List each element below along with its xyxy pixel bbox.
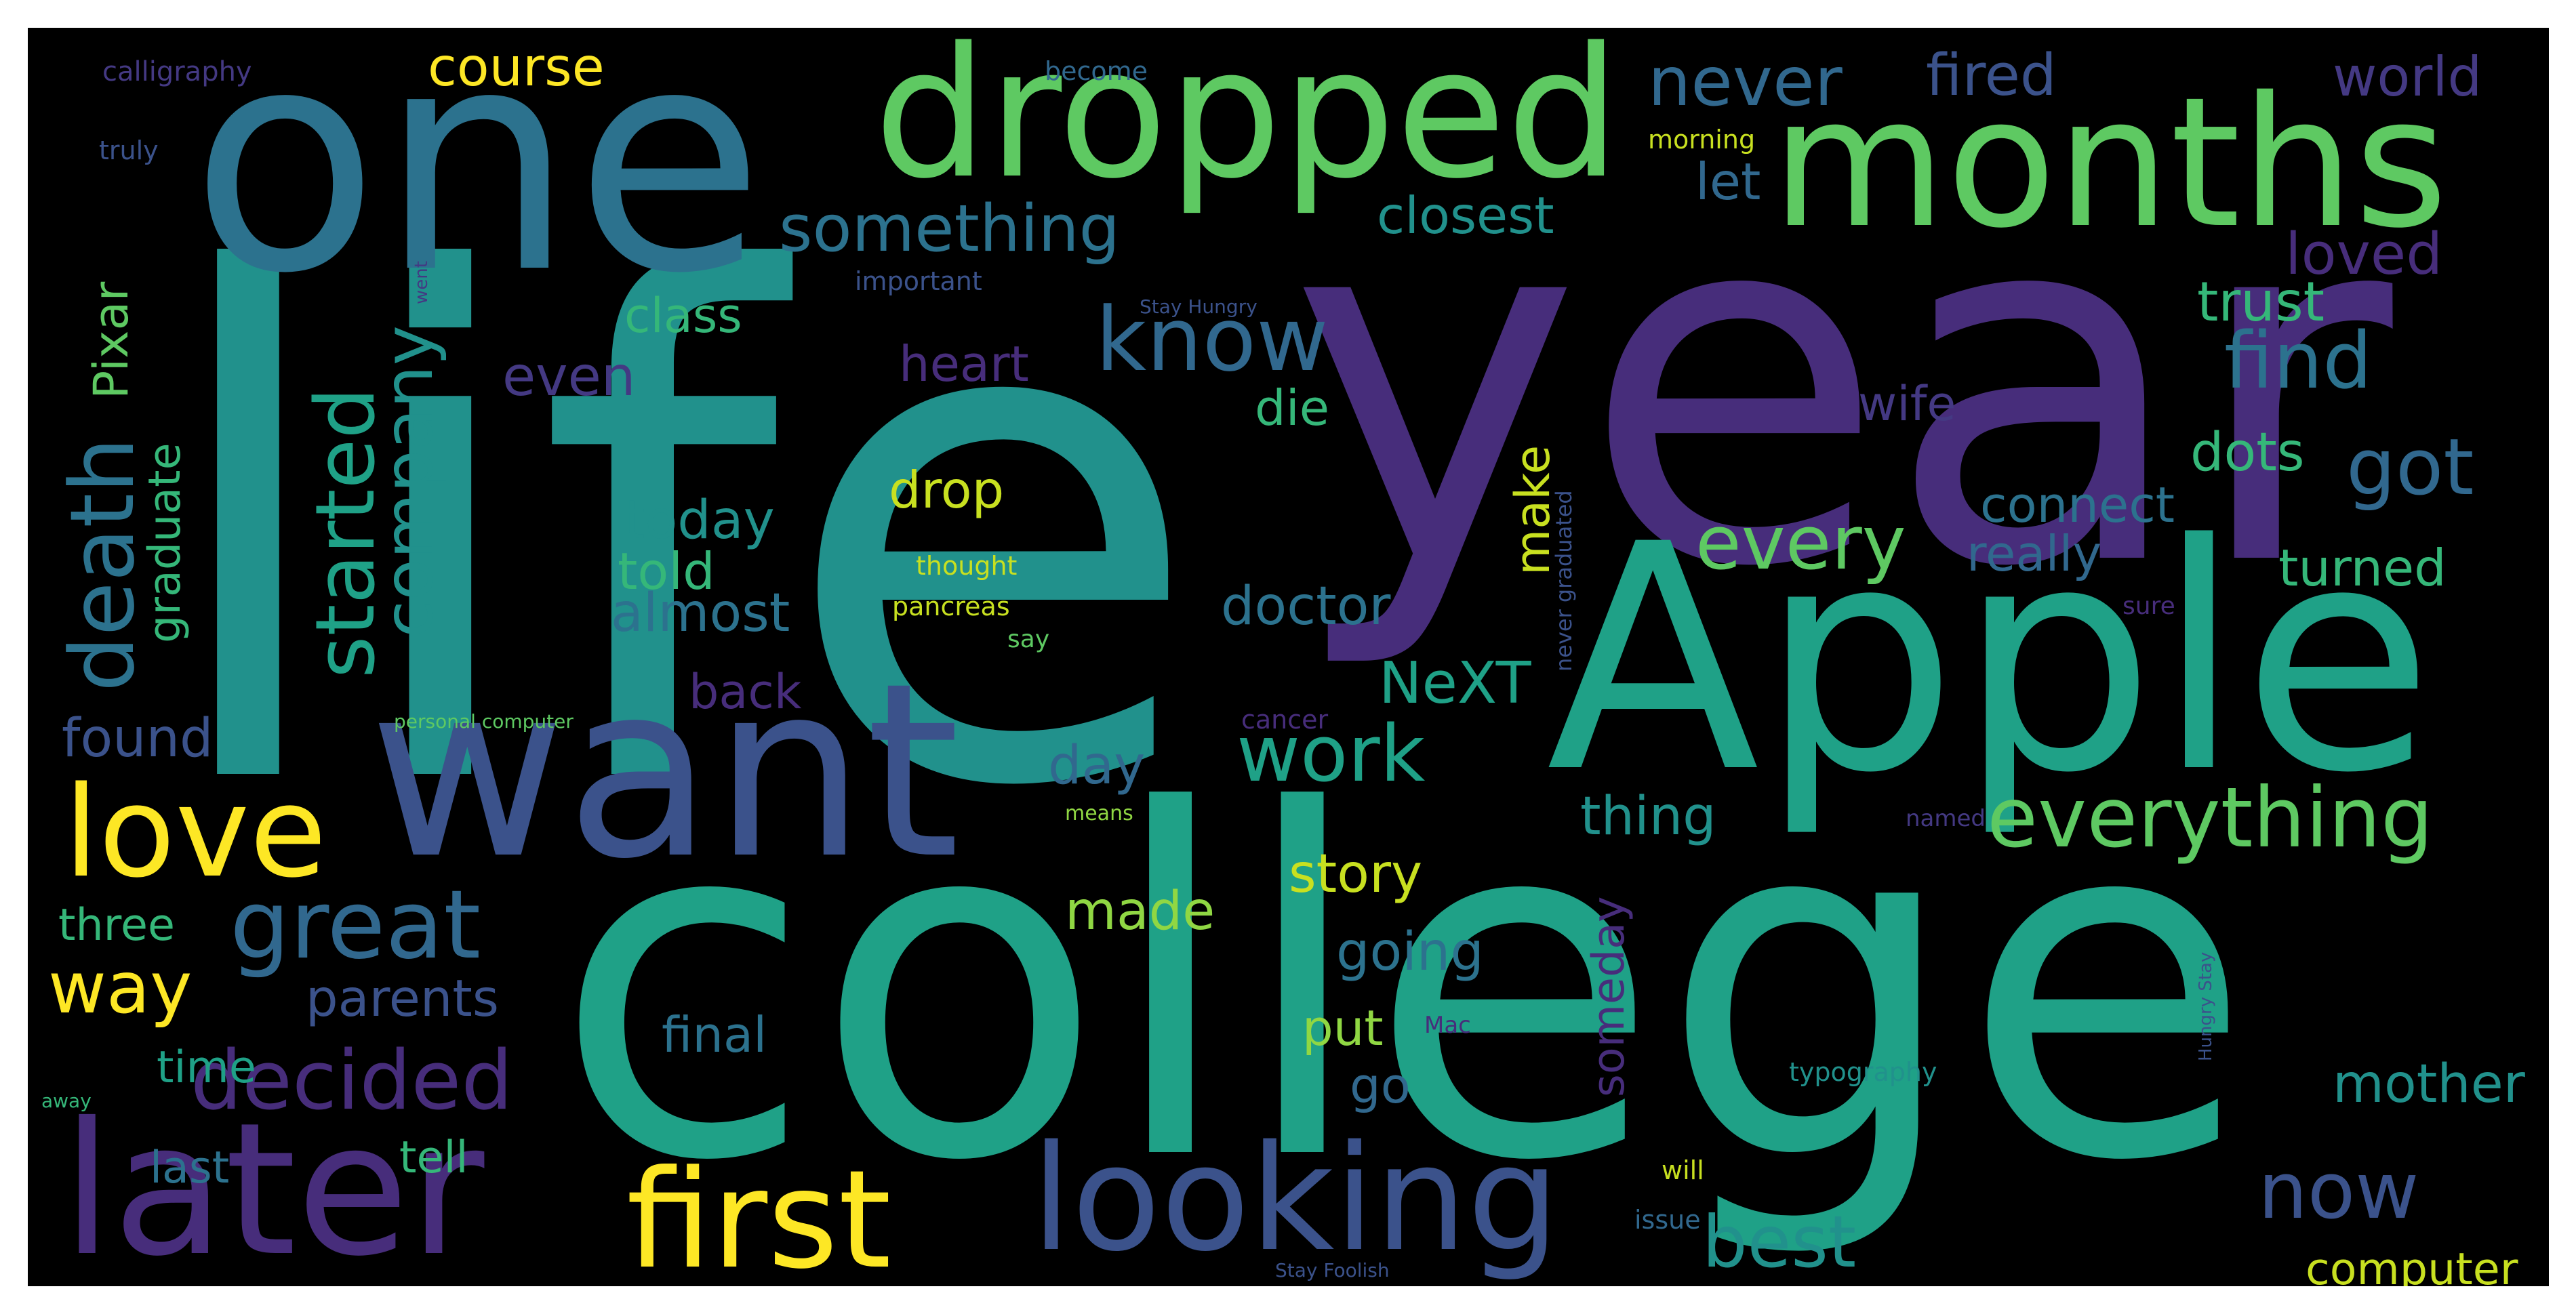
word-someday: someday: [1584, 896, 1634, 1098]
word-found: found: [62, 708, 214, 769]
word-important: important: [855, 266, 982, 296]
word-three: three: [58, 900, 175, 951]
word-everything: everything: [1987, 770, 2434, 866]
word-stay-foolish: Stay Foolish: [1275, 1259, 1390, 1281]
word-go: go: [1350, 1057, 1411, 1114]
word-today: today: [624, 490, 775, 551]
word-time: time: [157, 1042, 256, 1093]
word-tell: tell: [399, 1132, 468, 1183]
word-company: company: [369, 325, 448, 638]
word-first: first: [626, 1141, 891, 1287]
word-world: world: [2333, 45, 2482, 108]
word-find: find: [2224, 316, 2373, 407]
word-college: college: [553, 712, 2253, 1265]
word-now: now: [2258, 1146, 2419, 1237]
word-final: final: [662, 1006, 767, 1063]
word-last: last: [150, 1143, 230, 1193]
word-dots: dots: [2190, 422, 2305, 483]
word-great: great: [230, 870, 481, 981]
word-turned: turned: [2278, 538, 2447, 598]
word-later: later: [62, 1083, 485, 1286]
word-day: day: [1048, 735, 1146, 796]
word-die: die: [1255, 379, 1330, 436]
word-got: got: [2346, 422, 2474, 513]
word-really: really: [1967, 525, 2102, 582]
word-let: let: [1695, 152, 1761, 211]
word-made: made: [1065, 881, 1215, 942]
word-mac: Mac: [1424, 1012, 1471, 1039]
word-class: class: [624, 288, 742, 344]
word-morning: morning: [1648, 125, 1756, 155]
word-personal-computer: personal computer: [394, 710, 573, 733]
word-stay-hungry: Stay Hungry: [1140, 295, 1257, 318]
word-away: away: [41, 1090, 92, 1112]
word-hungry-stay: Hungry Stay: [2196, 951, 2216, 1061]
word-one: one: [190, 28, 765, 341]
word-wife: wife: [1858, 376, 1956, 432]
word-next: NeXT: [1379, 650, 1531, 717]
word-say: say: [1007, 625, 1050, 653]
word-cloud: life year college one Apple want dropped…: [28, 28, 2549, 1286]
word-story: story: [1289, 844, 1423, 905]
word-told: told: [618, 541, 715, 601]
word-truly: truly: [99, 136, 159, 165]
word-pancreas: pancreas: [892, 592, 1010, 621]
word-named: named: [1906, 805, 1986, 832]
word-dropped: dropped: [874, 28, 1621, 218]
word-course: course: [428, 37, 605, 98]
word-almost: almost: [611, 583, 790, 644]
word-thing: thing: [1580, 786, 1716, 847]
word-never-graduated: never graduated: [1551, 490, 1577, 672]
word-sure: sure: [2122, 592, 2175, 620]
word-apple: Apple: [1546, 478, 2434, 841]
word-even: even: [502, 345, 636, 408]
word-looking: looking: [1031, 1113, 1560, 1284]
word-work: work: [1236, 709, 1426, 800]
word-typography: typography: [1789, 1057, 1937, 1087]
word-cancer: cancer: [1241, 705, 1329, 735]
word-every: every: [1695, 499, 1906, 586]
word-parents: parents: [306, 968, 499, 1028]
word-decided: decided: [190, 1034, 513, 1128]
word-means: means: [1065, 802, 1133, 825]
word-year: year: [1289, 99, 2393, 675]
word-thought: thought: [916, 551, 1018, 581]
word-going: going: [1336, 922, 1484, 983]
word-love: love: [64, 759, 327, 905]
word-best: best: [1702, 1201, 1857, 1284]
word-mother: mother: [2333, 1054, 2525, 1115]
word-trust: trust: [2197, 270, 2325, 333]
word-want: want: [369, 631, 961, 911]
word-never: never: [1648, 42, 1843, 121]
word-become: become: [1045, 56, 1148, 86]
word-life: life: [152, 132, 1205, 937]
word-put: put: [1302, 1000, 1384, 1056]
word-doctor: doctor: [1221, 576, 1391, 637]
word-computer: computer: [2306, 1244, 2518, 1286]
word-closest: closest: [1377, 186, 1554, 245]
word-loved: loved: [2285, 221, 2443, 288]
word-heart: heart: [899, 335, 1029, 392]
word-graduate: graduate: [140, 443, 190, 643]
word-months: months: [1771, 59, 2449, 268]
word-pixar: Pixar: [83, 281, 139, 399]
word-went: went: [411, 261, 432, 304]
word-will: will: [1662, 1155, 1704, 1185]
word-connect: connect: [1980, 476, 2175, 533]
word-something: something: [779, 192, 1120, 266]
word-drop: drop: [889, 460, 1005, 520]
word-make: make: [1505, 445, 1561, 575]
word-calligraphy: calligraphy: [102, 56, 252, 87]
word-back: back: [689, 664, 802, 720]
word-issue: issue: [1634, 1205, 1701, 1235]
word-way: way: [48, 947, 193, 1029]
word-fired: fired: [1926, 42, 2057, 109]
word-death: death: [51, 437, 154, 692]
word-know: know: [1095, 288, 1329, 391]
